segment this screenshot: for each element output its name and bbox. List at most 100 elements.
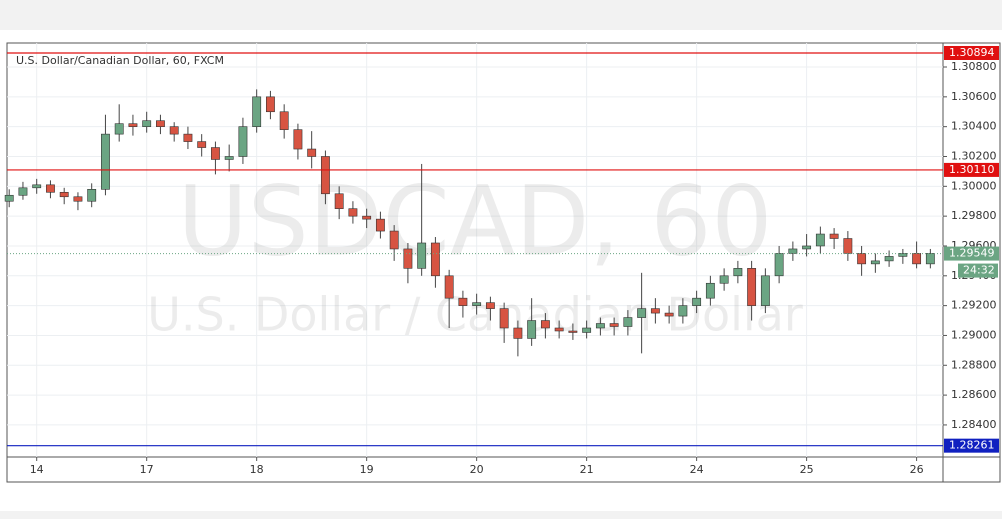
candle-body xyxy=(128,123,138,127)
candle-body xyxy=(265,96,275,113)
last-price-tag xyxy=(944,246,999,261)
countdown-tag xyxy=(958,263,998,278)
y-tick-label: 1.29200 xyxy=(951,299,997,312)
candle-body xyxy=(169,126,179,135)
candle-body xyxy=(183,133,193,142)
y-tick-label: 1.30800 xyxy=(951,60,997,73)
level-tag xyxy=(944,438,999,453)
candle-body xyxy=(595,323,605,329)
bottom-bar xyxy=(0,511,1002,519)
candle-body xyxy=(650,308,660,314)
candle-body xyxy=(664,312,674,317)
candle-body xyxy=(211,147,220,160)
last-price-tag-label: 1.29549 xyxy=(949,247,995,260)
y-tick-label: 1.30000 xyxy=(951,179,997,192)
candle-body xyxy=(705,282,715,299)
candle-body xyxy=(472,302,482,306)
candle-body xyxy=(320,156,330,195)
candle-body xyxy=(554,327,564,332)
watermark-symbol: USDCAD, 60 xyxy=(178,165,773,277)
x-tick-label: 25 xyxy=(800,463,814,476)
countdown: 24:32 xyxy=(963,264,995,277)
candle-body xyxy=(362,215,372,220)
y-tick-label: 1.29800 xyxy=(951,209,997,222)
candle-body xyxy=(829,233,839,239)
candle-body xyxy=(32,184,42,189)
candle-body xyxy=(884,256,894,262)
y-tick-label: 1.28400 xyxy=(951,418,997,431)
candle-body xyxy=(46,184,55,193)
candle-body xyxy=(788,248,798,254)
candle-body xyxy=(774,253,784,277)
y-tick-label: 1.30600 xyxy=(951,90,997,103)
candle-body xyxy=(307,148,317,157)
level-tag xyxy=(944,45,999,60)
candle-body xyxy=(293,129,303,150)
candle-body xyxy=(678,305,688,317)
candle-body xyxy=(252,96,262,127)
candle-body xyxy=(733,268,743,277)
y-tick-label: 1.28800 xyxy=(951,358,997,371)
candle-body xyxy=(760,275,770,306)
level-tag-label: 1.30110 xyxy=(949,163,995,176)
candle-body xyxy=(375,218,385,232)
candle-body xyxy=(815,233,825,247)
candle-body xyxy=(142,120,152,127)
candle-body xyxy=(582,327,592,333)
x-tick-label: 24 xyxy=(690,463,704,476)
candle-body xyxy=(18,187,28,196)
candle-body xyxy=(403,248,413,269)
candle-body xyxy=(719,275,729,284)
candle-body xyxy=(692,297,702,306)
level-tag-label: 1.28261 xyxy=(949,439,995,452)
y-tick-label: 1.30400 xyxy=(951,120,997,133)
candle-body xyxy=(485,302,495,309)
candle-body xyxy=(417,242,427,269)
x-tick-label: 20 xyxy=(470,463,484,476)
candle-body xyxy=(609,323,619,327)
candle-body xyxy=(73,196,83,202)
candle-body xyxy=(444,275,454,299)
watermark-description: U.S. Dollar / Canadian Dollar xyxy=(147,288,803,342)
y-tick-label: 1.28600 xyxy=(951,388,997,401)
candle-body xyxy=(527,320,537,339)
candle-body xyxy=(843,238,853,254)
candle-body xyxy=(238,126,248,157)
chart-title: U.S. Dollar/Canadian Dollar, 60, FXCM xyxy=(16,54,224,67)
candle-body xyxy=(101,133,110,190)
candle-body xyxy=(513,327,523,339)
frame xyxy=(6,42,1001,483)
candle-body xyxy=(568,330,578,333)
candle-body xyxy=(499,308,509,329)
candle-body xyxy=(114,123,124,135)
candle-body xyxy=(59,191,69,198)
candle-body xyxy=(802,245,812,250)
candle-body xyxy=(279,111,289,130)
x-tick-label: 26 xyxy=(910,463,924,476)
candle-body xyxy=(430,242,440,277)
x-tick-label: 14 xyxy=(30,463,44,476)
candle-body xyxy=(540,320,550,329)
candle-body xyxy=(857,253,867,265)
candle-body xyxy=(637,308,647,318)
candle-body xyxy=(458,297,468,306)
candle-body xyxy=(348,208,358,217)
candle-body xyxy=(870,260,880,265)
candle-body xyxy=(389,230,399,250)
candle-body xyxy=(156,120,165,127)
candle-body xyxy=(747,268,757,306)
x-tick-label: 18 xyxy=(250,463,264,476)
x-tick-label: 21 xyxy=(580,463,594,476)
candle-body xyxy=(224,156,234,160)
y-tick-label: 1.29000 xyxy=(951,328,997,341)
top-bar xyxy=(0,0,1002,30)
level-tag xyxy=(944,162,999,177)
candle-body xyxy=(197,141,207,148)
x-tick-label: 17 xyxy=(140,463,154,476)
candle-body xyxy=(623,317,633,327)
candle-body xyxy=(334,193,344,209)
candle-body xyxy=(4,194,14,202)
candle-body xyxy=(898,253,908,257)
candle-body xyxy=(87,189,97,202)
